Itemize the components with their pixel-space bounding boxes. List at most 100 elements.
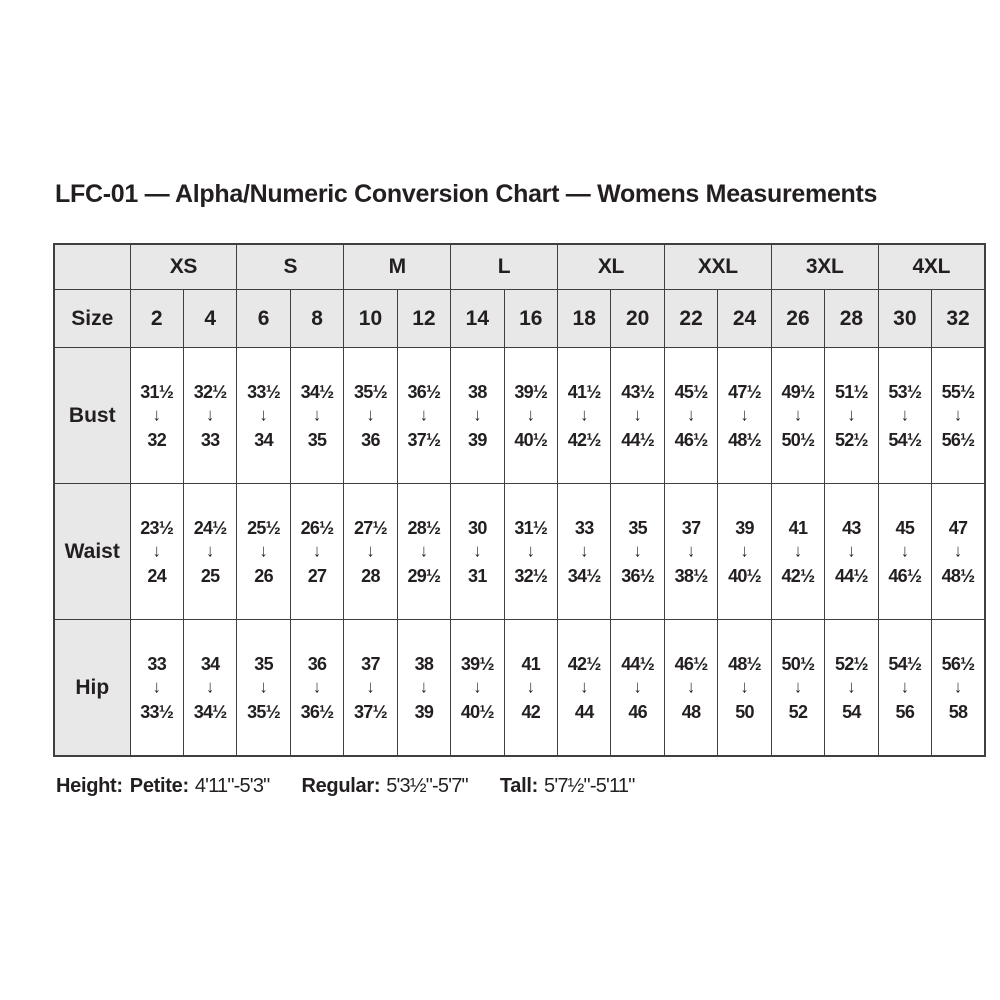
range-to-value: 46 [628, 701, 647, 722]
range-from-value: 55½ [941, 381, 976, 402]
range-from-value: 41 [788, 517, 808, 538]
range-from-value: 34 [200, 653, 220, 674]
range-from-value: 38 [468, 381, 487, 402]
range-cell-waist-28: 43 ↓ 44½ [824, 483, 879, 620]
range-to-value: 32 [147, 429, 167, 450]
down-arrow-icon: ↓ [366, 677, 375, 697]
range-from-value: 38 [414, 653, 434, 674]
range-to-value: 52½ [834, 429, 869, 450]
range-cell-hip-12: 38 ↓ 39 [396, 619, 452, 757]
range-from-value: 43 [842, 517, 861, 538]
down-arrow-icon: ↓ [900, 677, 909, 697]
down-arrow-icon: ↓ [633, 405, 642, 425]
down-arrow-icon: ↓ [900, 541, 909, 561]
range-cell-hip-26: 50½ ↓ 52 [770, 619, 826, 757]
range-to-value: 35½ [247, 701, 281, 722]
range-cell-waist-32: 47 ↓ 48½ [931, 483, 986, 620]
alpha-size-header-m: M [343, 243, 452, 290]
range-from-value: 37 [361, 653, 380, 674]
measurement-row-bust: Bust 31½ ↓ 32 32½ ↓ 33 33½ ↓ 34 34½ ↓ 35 35½ ↓ 36 36½ ↓ 37… [53, 347, 986, 484]
numeric-size-header-6: 6 [236, 289, 291, 348]
measurement-rows: Bust 31½ ↓ 32 32½ ↓ 33 33½ ↓ 34 34½ ↓ 35 35½ ↓ 36 36½ ↓ 37… [53, 347, 986, 757]
down-arrow-icon: ↓ [687, 677, 696, 697]
down-arrow-icon: ↓ [473, 677, 482, 697]
range-cell-waist-4: 24½ ↓ 25 [182, 483, 238, 620]
size-row-label: Size [53, 289, 131, 348]
range-from-value: 26½ [300, 517, 335, 538]
range-to-value: 52 [788, 701, 808, 722]
down-arrow-icon: ↓ [580, 405, 589, 425]
range-to-value: 54½ [888, 429, 922, 450]
range-cell-hip-6: 35 ↓ 35½ [236, 619, 291, 757]
range-to-value: 50 [735, 701, 754, 722]
numeric-size-header-12: 12 [396, 289, 452, 348]
down-arrow-icon: ↓ [954, 405, 963, 425]
range-cell-waist-12: 28½ ↓ 29½ [396, 483, 452, 620]
down-arrow-icon: ↓ [152, 677, 161, 697]
regular-range: 5'3½"-5'7" [386, 775, 468, 797]
range-from-value: 33 [147, 653, 167, 674]
range-cell-bust-8: 34½ ↓ 35 [289, 347, 345, 484]
range-cell-hip-18: 42½ ↓ 44 [556, 619, 612, 757]
down-arrow-icon: ↓ [526, 405, 535, 425]
range-cell-hip-30: 54½ ↓ 56 [877, 619, 933, 757]
down-arrow-icon: ↓ [366, 541, 375, 561]
range-cell-hip-20: 44½ ↓ 46 [610, 619, 665, 757]
range-to-value: 33 [200, 429, 220, 450]
range-cell-hip-24: 48½ ↓ 50 [717, 619, 772, 757]
range-cell-bust-16: 39½ ↓ 40½ [503, 347, 559, 484]
range-to-value: 35 [307, 429, 327, 450]
corner-cell [53, 243, 131, 290]
range-to-value: 46½ [674, 429, 709, 450]
down-arrow-icon: ↓ [847, 541, 856, 561]
range-to-value: 33½ [140, 701, 174, 722]
down-arrow-icon: ↓ [580, 677, 589, 697]
range-cell-bust-26: 49½ ↓ 50½ [770, 347, 826, 484]
range-from-value: 41 [521, 653, 541, 674]
down-arrow-icon: ↓ [740, 677, 749, 697]
range-cell-bust-30: 53½ ↓ 54½ [877, 347, 933, 484]
conversion-chart-table: XS S M L XL XXL 3XL 4XL Size 2 4 6 8 10 12 14 16 18 20 22… [53, 243, 986, 757]
range-from-value: 45 [895, 517, 915, 538]
down-arrow-icon: ↓ [954, 677, 963, 697]
alpha-size-header-xs: XS [129, 243, 238, 290]
down-arrow-icon: ↓ [740, 541, 749, 561]
down-arrow-icon: ↓ [633, 541, 642, 561]
range-cell-bust-4: 32½ ↓ 33 [182, 347, 238, 484]
range-from-value: 35 [628, 517, 647, 538]
range-from-value: 46½ [674, 653, 709, 674]
height-label: Height: [56, 775, 123, 797]
regular-label: Regular: [301, 775, 381, 797]
range-cell-waist-24: 39 ↓ 40½ [717, 483, 772, 620]
down-arrow-icon: ↓ [793, 677, 802, 697]
range-to-value: 48 [681, 701, 701, 722]
range-from-value: 52½ [834, 653, 869, 674]
row-label-waist: Waist [53, 483, 131, 620]
row-label-hip: Hip [53, 619, 131, 757]
range-to-value: 44 [574, 701, 594, 722]
range-to-value: 24 [147, 565, 167, 586]
down-arrow-icon: ↓ [900, 405, 909, 425]
down-arrow-icon: ↓ [152, 405, 161, 425]
range-from-value: 39½ [514, 381, 548, 402]
range-cell-waist-26: 41 ↓ 42½ [770, 483, 826, 620]
range-to-value: 44½ [621, 429, 655, 450]
down-arrow-icon: ↓ [259, 405, 268, 425]
numeric-size-header-14: 14 [450, 289, 505, 348]
range-to-value: 39 [414, 701, 434, 722]
range-from-value: 36 [307, 653, 327, 674]
range-to-value: 40½ [728, 565, 762, 586]
range-to-value: 50½ [781, 429, 816, 450]
range-cell-hip-14: 39½ ↓ 40½ [450, 619, 505, 757]
range-cell-waist-30: 45 ↓ 46½ [877, 483, 933, 620]
range-cell-bust-2: 31½ ↓ 32 [129, 347, 184, 484]
down-arrow-icon: ↓ [633, 677, 642, 697]
numeric-size-header-20: 20 [610, 289, 665, 348]
range-cell-bust-20: 43½ ↓ 44½ [610, 347, 665, 484]
range-cell-waist-6: 25½ ↓ 26 [236, 483, 291, 620]
range-to-value: 36 [361, 429, 380, 450]
page-title: LFC-01 — Alpha/Numeric Conversion Chart … [55, 180, 878, 208]
range-to-value: 56½ [941, 429, 976, 450]
numeric-size-header-8: 8 [289, 289, 345, 348]
